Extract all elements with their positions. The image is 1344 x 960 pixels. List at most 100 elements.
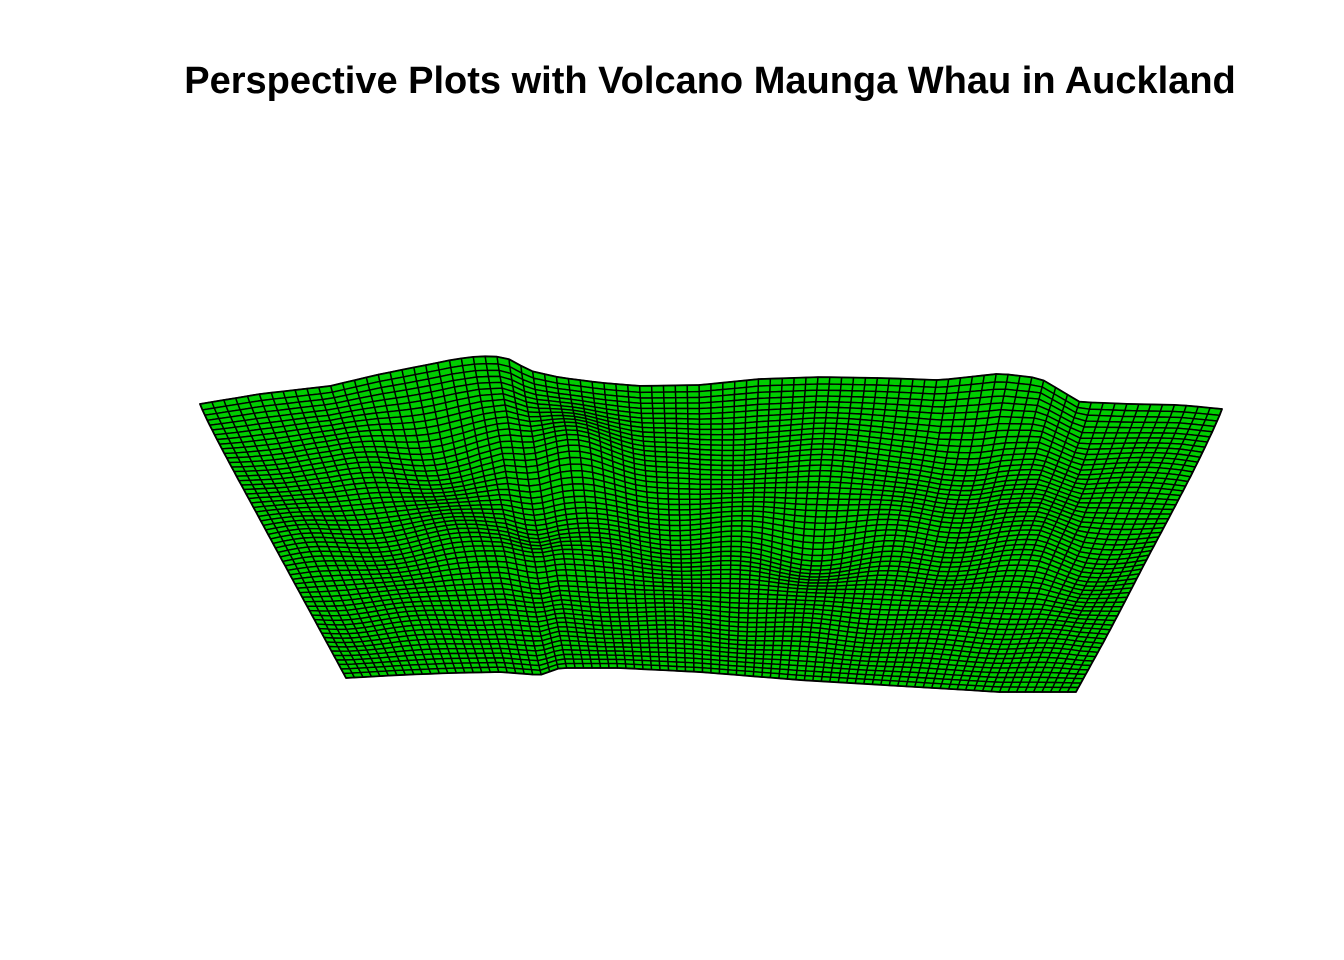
surface-facet xyxy=(997,415,1012,425)
surface-facet xyxy=(663,391,677,399)
surface-facet xyxy=(675,396,689,404)
surface-facet xyxy=(675,402,689,410)
surface-facet xyxy=(852,376,867,386)
surface-facet xyxy=(721,474,734,481)
surface-facet xyxy=(956,451,971,460)
surface-facet xyxy=(815,395,829,403)
surface-facet xyxy=(837,498,850,506)
surface-facet xyxy=(668,509,681,516)
surface-facet xyxy=(812,542,825,550)
surface-facet xyxy=(825,510,838,518)
surface-facet xyxy=(938,425,953,434)
surface-facet xyxy=(932,392,948,402)
surface-facet xyxy=(668,514,681,522)
surface-facet xyxy=(869,498,882,506)
surface-facet xyxy=(952,411,967,421)
surface-facet xyxy=(941,412,956,421)
surface-facet xyxy=(663,397,677,404)
surface-facet xyxy=(710,478,723,486)
surface-facet xyxy=(721,433,735,441)
surface-facet xyxy=(486,369,501,378)
surface-facet xyxy=(940,419,955,428)
surface-facet xyxy=(686,396,700,404)
surface-facet xyxy=(883,534,897,542)
surface-facet xyxy=(473,363,489,372)
surface-facet xyxy=(950,425,965,434)
surface-facet xyxy=(884,529,898,536)
surface-facet xyxy=(949,432,964,441)
surface-facet xyxy=(678,493,691,500)
surface-facet xyxy=(640,407,654,415)
surface-facet xyxy=(772,635,784,642)
surface-facet xyxy=(806,492,819,500)
surface-facet xyxy=(815,389,830,397)
surface-facet xyxy=(859,493,873,501)
surface-facet xyxy=(520,435,535,443)
surface-facet xyxy=(607,602,619,609)
surface-facet xyxy=(639,385,653,394)
surface-facet xyxy=(572,489,586,498)
surface-facet xyxy=(570,470,584,479)
surface-facet xyxy=(796,481,809,489)
surface-facet xyxy=(806,486,820,494)
surface-facet xyxy=(815,503,829,512)
surface-facet xyxy=(686,390,700,399)
surface-facet xyxy=(795,486,809,494)
surface-facet xyxy=(556,574,569,582)
surface-facet xyxy=(403,428,418,437)
surface-facet xyxy=(816,492,830,500)
surface-facet xyxy=(814,401,829,408)
surface-facet xyxy=(816,383,830,391)
surface-facet xyxy=(651,402,666,410)
surface-facet xyxy=(710,428,724,436)
surface-facet xyxy=(992,381,1008,391)
surface-facet xyxy=(651,397,665,404)
surface-facet xyxy=(747,612,759,619)
surface-facet xyxy=(572,483,585,491)
surface-facet xyxy=(555,569,568,577)
surface-facet xyxy=(500,446,515,455)
surface-facet xyxy=(567,444,581,453)
volcano-surface-mesh xyxy=(199,355,1223,693)
surface-facet xyxy=(747,617,758,624)
surface-facet xyxy=(807,475,821,483)
surface-facet xyxy=(807,481,820,489)
surface-facet xyxy=(963,418,978,427)
surface-facet xyxy=(951,418,966,428)
surface-facet xyxy=(721,439,735,446)
surface-facet xyxy=(757,602,769,610)
surface-facet xyxy=(639,397,654,404)
surface-facet xyxy=(721,444,735,452)
surface-facet xyxy=(933,386,949,395)
surface-facet xyxy=(827,492,840,500)
surface-facet xyxy=(812,535,825,544)
surface-facet xyxy=(640,402,654,410)
surface-facet xyxy=(698,423,712,431)
surface-facet xyxy=(840,376,855,386)
surface-facet xyxy=(824,516,838,524)
chart-title: Perspective Plots with Volcano Maunga Wh… xyxy=(184,60,1236,102)
surface-facet xyxy=(785,481,799,489)
surface-facet xyxy=(811,548,824,557)
surface-facet xyxy=(813,522,827,531)
surface-facet xyxy=(851,383,866,392)
surface-facet xyxy=(569,456,582,465)
surface-facet xyxy=(663,407,677,415)
surface-facet xyxy=(730,520,743,527)
surface-facet xyxy=(814,516,827,524)
surface-facet xyxy=(838,492,851,501)
surface-facet xyxy=(496,482,510,491)
surface-facet xyxy=(816,376,831,385)
surface-facet xyxy=(568,450,582,459)
surface-facet xyxy=(864,377,879,386)
surface-facet xyxy=(678,488,691,495)
surface-facet xyxy=(730,525,743,532)
surface-facet xyxy=(814,406,828,414)
surface-facet xyxy=(766,603,778,610)
surface-facet xyxy=(485,363,500,372)
surface-facet xyxy=(639,391,653,399)
surface-facet xyxy=(678,498,691,506)
surface-facet xyxy=(663,402,677,410)
surface-facet xyxy=(785,486,798,494)
surface-facet xyxy=(805,497,819,506)
